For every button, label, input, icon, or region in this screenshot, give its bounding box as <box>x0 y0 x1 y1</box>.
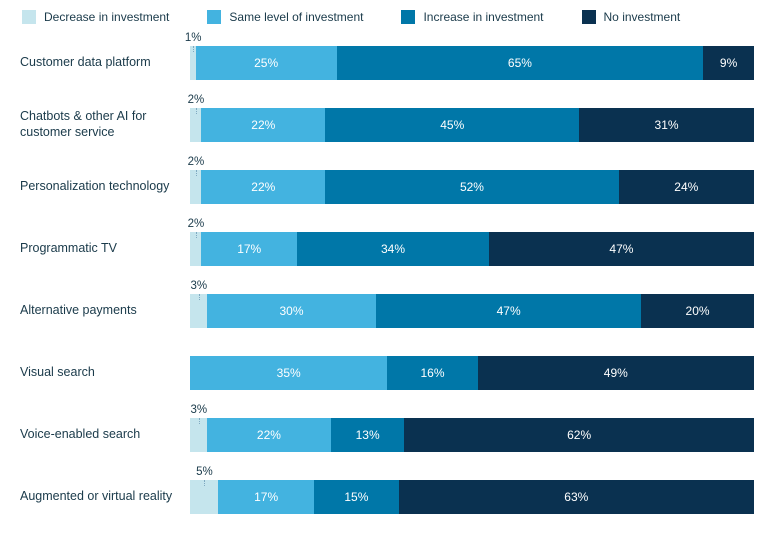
stacked-bar: 25%65%9% <box>190 46 754 80</box>
stacked-bar: 30%47%20% <box>190 294 754 328</box>
bar-segment: 31% <box>579 108 754 142</box>
bar-wrap: 3%30%47%20% <box>190 294 754 328</box>
row-label: Voice-enabled search <box>20 427 190 443</box>
bar-segment: 17% <box>218 480 314 514</box>
legend-label: Increase in investment <box>423 10 543 24</box>
row-label: Personalization technology <box>20 179 190 195</box>
stacked-bar: 22%52%24% <box>190 170 754 204</box>
legend-swatch <box>401 10 415 24</box>
bar-segment: 22% <box>207 418 331 452</box>
row-label: Augmented or virtual reality <box>20 489 190 505</box>
bar-segment: 65% <box>337 46 704 80</box>
bar-segment: 22% <box>201 108 325 142</box>
bar-segment: 9% <box>703 46 754 80</box>
bar-wrap: 35%16%49% <box>190 356 754 390</box>
chart-row: Programmatic TV2%17%34%47% <box>20 232 754 266</box>
bar-wrap: 3%22%13%62% <box>190 418 754 452</box>
bar-segment: 49% <box>478 356 754 390</box>
row-label: Visual search <box>20 365 190 381</box>
legend-swatch <box>207 10 221 24</box>
bar-segment: 20% <box>641 294 754 328</box>
bar-segment: 62% <box>404 418 754 452</box>
bar-wrap: 2%17%34%47% <box>190 232 754 266</box>
value-callout: 3% <box>190 281 207 295</box>
legend-label: No investment <box>604 10 681 24</box>
value-callout: 1% <box>185 33 202 47</box>
row-label: Customer data platform <box>20 55 190 71</box>
bar-segment: 15% <box>314 480 399 514</box>
bar-wrap: 2%22%52%24% <box>190 170 754 204</box>
value-callout: 2% <box>188 95 205 109</box>
bar-segment: 35% <box>190 356 387 390</box>
stacked-bar: 22%13%62% <box>190 418 754 452</box>
chart-row: Personalization technology2%22%52%24% <box>20 170 754 204</box>
legend-label: Same level of investment <box>229 10 363 24</box>
bar-segment: 47% <box>376 294 641 328</box>
legend-item: Decrease in investment <box>22 10 169 24</box>
chart-row: Alternative payments3%30%47%20% <box>20 294 754 328</box>
value-callout: 2% <box>188 219 205 233</box>
bar-segment: 52% <box>325 170 618 204</box>
bar-segment: 24% <box>619 170 754 204</box>
legend-label: Decrease in investment <box>44 10 169 24</box>
chart-row: Visual search35%16%49% <box>20 356 754 390</box>
bar-segment: 63% <box>399 480 754 514</box>
legend-swatch <box>582 10 596 24</box>
value-callout: 5% <box>196 467 213 481</box>
row-label: Alternative payments <box>20 303 190 319</box>
bar-segment: 30% <box>207 294 376 328</box>
bar-wrap: 5%17%15%63% <box>190 480 754 514</box>
bar-segment: 16% <box>387 356 477 390</box>
value-callout: 2% <box>188 157 205 171</box>
row-label: Chatbots & other AI for customer service <box>20 109 190 140</box>
bar-segment: 25% <box>196 46 337 80</box>
bar-wrap: 2%22%45%31% <box>190 108 754 142</box>
stacked-bar-chart: Customer data platform1%25%65%9%Chatbots… <box>20 46 754 514</box>
stacked-bar: 22%45%31% <box>190 108 754 142</box>
legend-item: Same level of investment <box>207 10 363 24</box>
stacked-bar: 17%15%63% <box>190 480 754 514</box>
legend-swatch <box>22 10 36 24</box>
legend: Decrease in investment Same level of inve… <box>20 10 754 24</box>
bar-wrap: 1%25%65%9% <box>190 46 754 80</box>
row-label: Programmatic TV <box>20 241 190 257</box>
chart-row: Chatbots & other AI for customer service… <box>20 108 754 142</box>
bar-segment: 47% <box>489 232 754 266</box>
legend-item: Increase in investment <box>401 10 543 24</box>
value-callout: 3% <box>190 405 207 419</box>
bar-segment: 17% <box>201 232 297 266</box>
stacked-bar: 17%34%47% <box>190 232 754 266</box>
bar-segment: 13% <box>331 418 404 452</box>
legend-item: No investment <box>582 10 681 24</box>
stacked-bar: 35%16%49% <box>190 356 754 390</box>
bar-segment: 22% <box>201 170 325 204</box>
bar-segment: 45% <box>325 108 579 142</box>
bar-segment: 34% <box>297 232 489 266</box>
chart-row: Augmented or virtual reality5%17%15%63% <box>20 480 754 514</box>
chart-row: Voice-enabled search3%22%13%62% <box>20 418 754 452</box>
chart-row: Customer data platform1%25%65%9% <box>20 46 754 80</box>
